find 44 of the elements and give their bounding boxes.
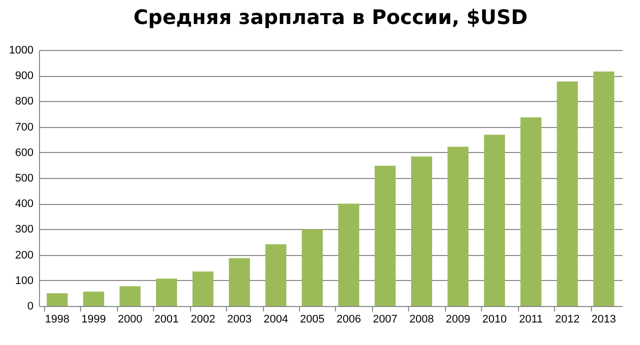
bar	[228, 258, 250, 306]
bar	[484, 134, 505, 306]
bar	[448, 146, 469, 306]
x-tick-label: 2003	[227, 314, 252, 326]
y-tick-label: 200	[15, 249, 34, 262]
bar	[411, 156, 432, 306]
y-tick-label: 0	[27, 300, 34, 312]
bar	[374, 166, 396, 306]
chart-title: Средняя зарплата в России, $USD	[133, 5, 528, 29]
x-tick-label: 1999	[81, 314, 106, 326]
x-tick-label: 2011	[519, 314, 543, 326]
y-tick-label: 800	[15, 96, 34, 108]
bar	[520, 117, 542, 306]
y-tick-label: 400	[15, 198, 34, 210]
x-tick-label: 2009	[446, 314, 470, 326]
bar	[46, 293, 68, 306]
x-tick-label: 2010	[482, 314, 507, 326]
y-tick-label: 700	[15, 121, 34, 134]
y-tick-label: 300	[15, 224, 34, 236]
bar	[338, 204, 360, 306]
y-tick-label: 100	[15, 274, 34, 287]
bar	[302, 229, 323, 306]
x-tick-label: 2008	[409, 314, 434, 326]
x-tick-label: 2005	[300, 314, 325, 326]
y-tick-label: 500	[15, 172, 34, 184]
x-tick-label: 2013	[592, 314, 616, 326]
bar	[120, 286, 141, 306]
x-tick-label: 2012	[555, 314, 580, 326]
x-tick-label: 2006	[336, 314, 361, 326]
bar	[156, 278, 178, 306]
x-tick-label: 2004	[264, 314, 288, 326]
bar	[192, 271, 214, 306]
bar	[83, 292, 104, 306]
x-tick-label: 2007	[372, 314, 398, 326]
bar	[556, 81, 578, 306]
bar	[593, 72, 614, 306]
x-tick-label: 2000	[118, 314, 142, 326]
y-tick-label: 1000	[9, 44, 34, 56]
x-tick-label: 2001	[154, 314, 179, 326]
y-tick-label: 900	[15, 70, 34, 82]
x-tick-label: 2002	[190, 314, 216, 326]
y-tick-label: 600	[15, 146, 34, 159]
x-tick-label: 1998	[44, 314, 70, 326]
bar	[265, 244, 286, 306]
